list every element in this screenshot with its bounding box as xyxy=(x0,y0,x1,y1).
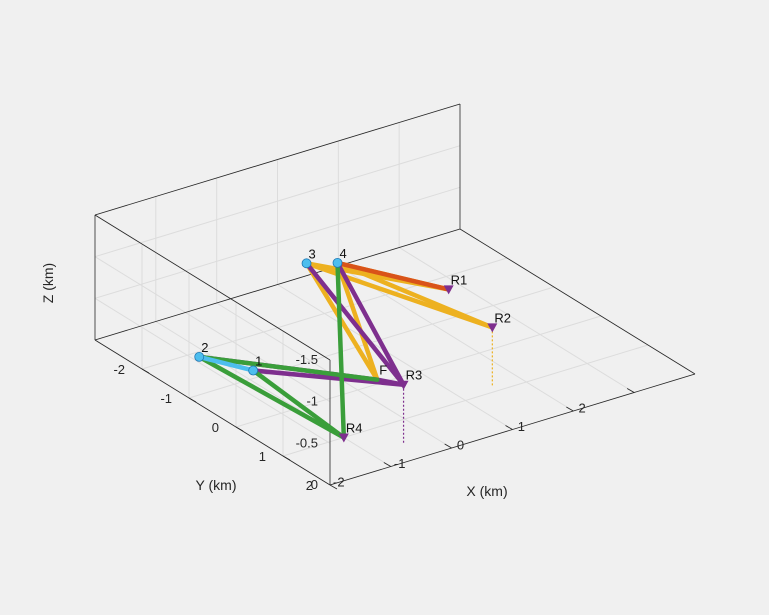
z-tick-label: -1 xyxy=(306,394,318,409)
z-tick-label: 0 xyxy=(311,477,318,492)
grid-line xyxy=(155,321,392,467)
series-segment xyxy=(250,368,406,387)
axis-edge xyxy=(459,228,696,375)
plot-series xyxy=(194,257,498,445)
series-segment xyxy=(335,260,380,382)
series-segment xyxy=(196,354,380,382)
source-marker xyxy=(301,258,312,269)
grid-line xyxy=(235,315,602,428)
grid-line xyxy=(398,247,635,393)
source-marker xyxy=(332,257,343,268)
receiver-marker xyxy=(398,380,409,390)
y-tick-mark xyxy=(141,368,150,374)
series-segment xyxy=(304,261,406,387)
axis-edge xyxy=(94,214,331,361)
series-segment xyxy=(335,260,406,387)
point-label: R1 xyxy=(451,272,468,287)
grid-line xyxy=(94,297,331,444)
x-tick-label: 2 xyxy=(579,401,586,416)
source-marker xyxy=(248,365,259,376)
x-tick-mark xyxy=(383,462,392,467)
point-label: R2 xyxy=(494,310,511,325)
x-tick-label: -2 xyxy=(333,475,345,490)
tick-labels: -2 -1 0 1 2 -2 -1 0 1 2 -1.5 -1 -0.5 0 xyxy=(113,352,585,493)
series-segment xyxy=(335,260,451,292)
point-label: 4 xyxy=(340,246,347,261)
x-tick-mark xyxy=(566,406,574,412)
grid-line xyxy=(94,145,461,258)
series-segment xyxy=(250,368,347,440)
z-tick-label: -1.5 xyxy=(296,352,318,367)
y-axis-label: Y (km) xyxy=(196,477,237,493)
y-tick-label: 2 xyxy=(306,478,313,493)
y-tick-label: -1 xyxy=(160,391,172,406)
x-tick-label: -1 xyxy=(394,456,406,471)
series-segment xyxy=(335,260,347,440)
grid-line xyxy=(94,186,461,299)
grid-line xyxy=(94,256,331,403)
x-tick-mark xyxy=(505,425,513,430)
axis-edge xyxy=(94,339,331,486)
point-label: 3 xyxy=(309,246,316,261)
x-axis-label: X (km) xyxy=(466,483,507,499)
series-segment xyxy=(196,354,347,440)
x-tick-label: 1 xyxy=(518,419,525,434)
receiver-marker xyxy=(443,285,454,295)
axis-edge xyxy=(94,228,461,341)
point-label: 2 xyxy=(201,340,208,355)
series-segment xyxy=(304,261,380,382)
axes-box xyxy=(94,103,696,490)
y-tick-label: 1 xyxy=(259,449,266,464)
y-tick-label: 0 xyxy=(212,420,219,435)
series-segment xyxy=(196,354,256,373)
axis-edge xyxy=(94,103,461,216)
point-label: F xyxy=(379,363,387,378)
point-label: R3 xyxy=(406,368,423,383)
series-segment xyxy=(335,260,495,330)
receiver-marker xyxy=(338,433,349,443)
source-marker xyxy=(194,351,205,362)
point-labels: 1 2 3 4 R1 R2 R3 R4 F xyxy=(201,246,511,436)
z-tick-label: -0.5 xyxy=(296,435,318,450)
receiver-marker xyxy=(487,323,498,333)
point-label: R4 xyxy=(346,421,363,436)
y-tick-mark xyxy=(329,484,338,490)
point-label: 1 xyxy=(255,353,262,368)
z-axis-label: Z (km) xyxy=(40,263,56,303)
grid-line xyxy=(277,284,513,430)
series-segment xyxy=(375,377,406,387)
y-tick-mark xyxy=(235,426,244,432)
grid-line xyxy=(282,344,649,457)
x-tick-mark xyxy=(626,388,635,393)
grid-line xyxy=(141,257,508,370)
x-tick-label: 0 xyxy=(457,438,464,453)
y-tick-mark xyxy=(188,397,197,403)
y-tick-mark xyxy=(282,455,291,461)
x-tick-mark xyxy=(444,443,452,449)
y-tick-label: -2 xyxy=(113,362,125,377)
